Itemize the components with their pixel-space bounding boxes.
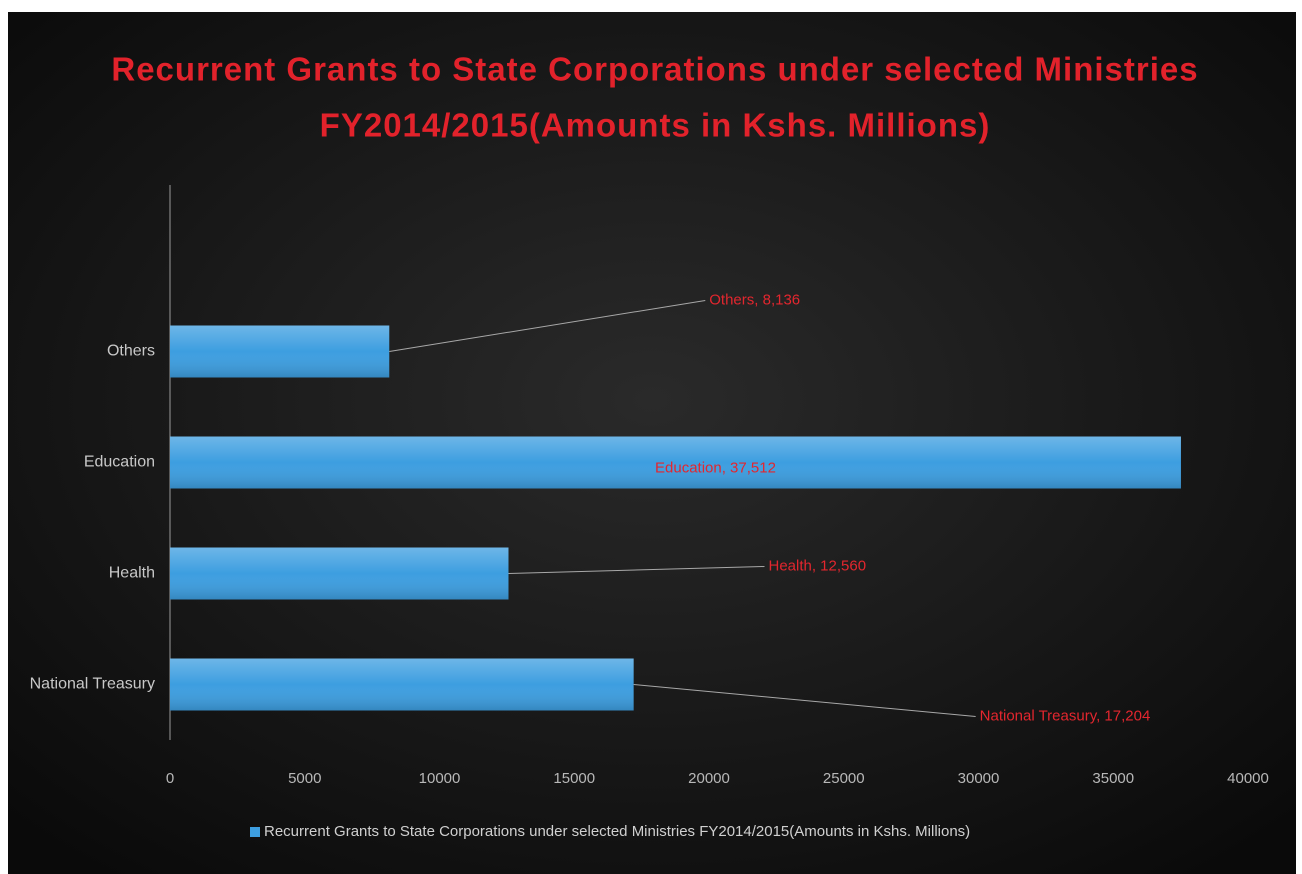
data-label: National Treasury, 17,204 [980, 707, 1151, 724]
chart-title: Recurrent Grants to State Corporations u… [111, 51, 1198, 88]
y-tick-label: Others [107, 343, 155, 360]
data-label: Others, 8,136 [709, 291, 800, 308]
x-tick-label: 35000 [1092, 770, 1134, 787]
chart-title: FY2014/2015(Amounts in Kshs. Millions) [320, 107, 991, 144]
bar-shine [170, 325, 390, 378]
bar-shine [170, 658, 634, 711]
leader-line [389, 300, 706, 352]
x-tick-label: 15000 [553, 770, 595, 787]
data-label: Health, 12,560 [768, 557, 866, 574]
leader-line [633, 684, 976, 717]
x-tick-label: 20000 [688, 770, 730, 787]
x-tick-label: 40000 [1227, 770, 1269, 787]
x-tick-label: 30000 [958, 770, 1000, 787]
y-tick-label: Education [84, 454, 155, 471]
y-tick-label: Health [109, 565, 155, 582]
legend-swatch [250, 827, 260, 837]
leader-line [508, 566, 765, 574]
x-tick-label: 25000 [823, 770, 865, 787]
y-tick-label: National Treasury [30, 676, 155, 693]
x-tick-label: 0 [166, 770, 174, 787]
x-tick-label: 5000 [288, 770, 321, 787]
legend-label: Recurrent Grants to State Corporations u… [264, 823, 970, 840]
bar-shine [170, 547, 509, 600]
data-label: Education, 37,512 [655, 459, 776, 476]
bar-shine [170, 436, 1181, 489]
x-tick-label: 10000 [419, 770, 461, 787]
